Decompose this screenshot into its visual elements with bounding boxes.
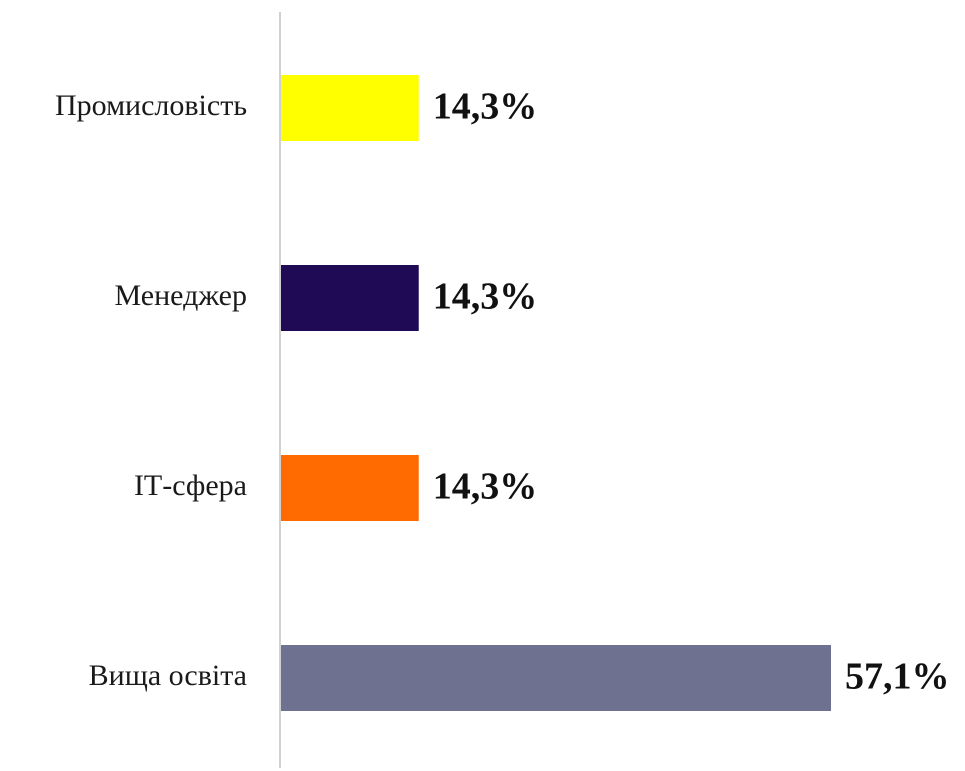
value-label-0: 14,3% — [433, 86, 538, 128]
category-labels-group: Промисловість Менеджер ІТ-сфера Вища освіта — [55, 89, 247, 692]
category-label-2: ІТ-сфера — [134, 469, 247, 502]
bar-2 — [281, 455, 419, 521]
bars-group — [281, 75, 831, 711]
category-label-1: Менеджер — [115, 279, 247, 312]
category-label-0: Промисловість — [55, 89, 247, 122]
bar-3 — [281, 645, 831, 711]
value-label-1: 14,3% — [433, 276, 538, 318]
value-label-2: 14,3% — [433, 466, 538, 508]
category-label-3: Вища освіта — [89, 659, 247, 692]
bar-1 — [281, 265, 419, 331]
value-label-3: 57,1% — [845, 656, 950, 698]
bar-0 — [281, 75, 419, 141]
value-labels-group: 14,3% 14,3% 14,3% 57,1% — [433, 86, 950, 698]
